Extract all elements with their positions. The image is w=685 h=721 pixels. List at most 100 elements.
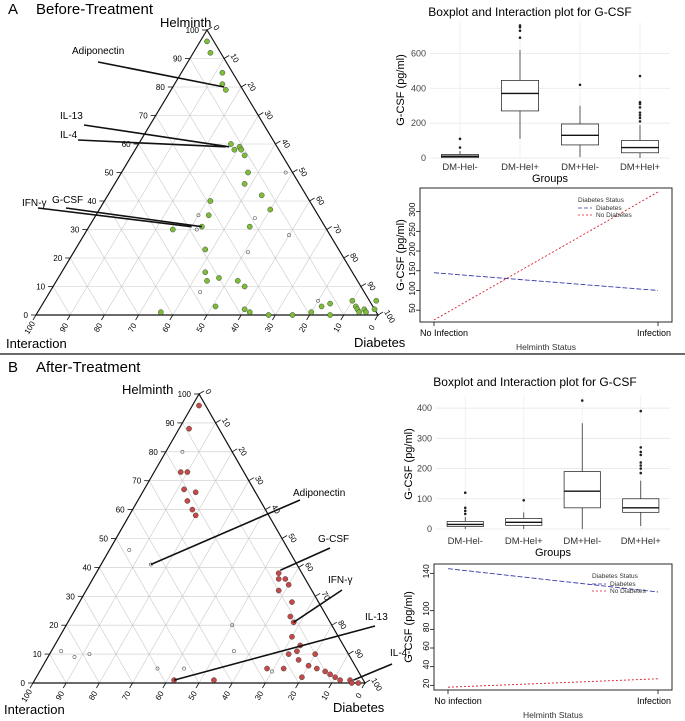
ternary-a-callout-line [65,207,202,228]
ternary-a-point [219,69,226,76]
ternary-plot-after: 0 0 0 10 10 10 20 20 20 30 30 30 40 40 40 50 50 50 60 60 60 7… [20,388,408,704]
ternary-plot-before: 0 0 0 10 10 10 20 20 20 30 30 30 40 40 40 50 50 50 60 60 60 7… [22,24,397,336]
ternary-b-point [184,498,191,504]
ternary-b-callout-line [150,499,301,566]
ternary-b-point-open [87,652,92,657]
ternary-a-grid-line [275,229,327,316]
ternary-a-tick-label-diabetes: 20 [245,81,258,94]
ternary-b-point [322,668,328,675]
boxplot-after: 0 100 200 300 400 DM-Hel- DM-Hel+ DM+Hel- DM+Hel… [403,396,670,559]
box-a-outlier [458,137,462,141]
ternary-a-tick-label-diabetes: 100 [382,309,397,326]
box-a-outlier [458,146,462,149]
box-b-ylabel: G-CSF (pg/ml) [403,428,415,500]
inter-b-ytick-label: 60 [421,641,431,651]
ternary-b-point-open [180,449,185,454]
inter-a-legend-label: Diabetes [596,205,622,212]
ternary-b-tick-label-helminth: 60 [116,506,125,515]
ternary-a-point [265,312,272,318]
ternary-b-tick-diabetes [314,592,321,597]
ternary-a-tick-interaction [272,314,276,321]
box-b-xtick-label: DM-Hel+ [505,536,543,547]
ternary-b-tick-diabetes [265,506,271,510]
ternary-a-tick-interaction [306,314,310,321]
ternary-a-cytokine-label: G-CSF [52,195,83,206]
ternary-b-tick-interaction [96,682,100,689]
ternary-a-grid-line [104,200,174,316]
ternary-b-tick-diabetes [298,564,304,568]
ternary-b-tick-label-interaction: 30 [253,689,266,702]
ternary-b-point [275,576,282,582]
ternary-b-callout-line [173,625,376,681]
ternary-b-point-open [230,623,235,628]
ternary-b-point-open [72,655,77,659]
box-a-xtick-label: DM-Hel+ [501,162,539,173]
inter-b-ytick-label: 80 [421,622,431,632]
ternary-a-grid-line [240,200,310,316]
inter-b-frame [433,563,673,691]
box-a-outlier [578,83,582,87]
ternary-b-tick-label-interaction: 90 [54,689,67,702]
ternary-a-tick-label-interaction: 80 [92,321,105,334]
box-b-xtick-label: DM-Hel- [448,536,483,547]
box-a-xlabel: Groups [532,173,569,185]
box-b-outlier [639,471,643,475]
ternary-b-apex-interaction: Interaction [4,702,65,717]
ternary-a-point [246,223,253,230]
ternary-a-point [363,309,369,315]
ternary-b-point [327,671,333,678]
ternary-a-tick-label-diabetes: 70 [331,223,344,236]
ternary-b-tick-interaction [328,682,333,689]
box-b-xtick-label: DM+Hel- [563,536,601,547]
ternary-b-tick-label-interaction: 20 [286,689,299,702]
ternary-b-tick-label-diabetes: 80 [336,619,349,632]
box-a-box [621,140,660,154]
box-a-outlier [518,24,522,27]
ternary-b-grid-line [49,653,67,684]
ternary-a-point-open [194,227,199,232]
ternary-a-point [205,212,212,219]
ternary-a-tick-label-helminth: 100 [186,26,200,35]
ternary-b-point [294,648,300,655]
ternary-a-tick-label-helminth: 80 [156,83,165,92]
ternary-a-tick-interaction [374,314,379,321]
ternary-b-callout-line [293,589,343,623]
ternary-a-tick-label-interaction: 20 [297,321,310,334]
ternary-b-tick-label-helminth: 30 [66,592,75,601]
ternary-b-point [299,674,305,681]
ternary-b-tick-diabetes [331,621,338,626]
ternary-a-tick-interaction [32,314,37,321]
ternary-b-point [305,662,312,669]
ternary-b-point [312,651,319,657]
box-b-outlier [580,399,584,402]
ternary-a-point [308,309,315,315]
box-a-outlier [638,100,642,104]
ternary-a-tick-diabetes [377,311,384,316]
box-b-xtick-label: DM+Hel+ [621,536,662,547]
box-b-outlier [522,498,526,502]
ternary-b-point [289,599,295,605]
ternary-b-point [181,486,187,493]
ternary-a-point [241,283,248,290]
inter-a-xtick-label: Infection [637,328,671,338]
ternary-a-apex-helminth: Helminth [160,15,211,30]
ternary-a-tick-diabetes [326,226,332,230]
ternary-a-point-open [252,216,257,221]
ternary-a-cytokine-label: IFN-γ [22,198,46,209]
ternary-a-point [169,226,176,233]
ternary-a-tick-label-helminth: 40 [87,197,96,206]
ternary-b-callout-line [353,663,393,681]
box-a-ytick-label: 600 [411,48,426,58]
ternary-a-tick-label-helminth: 20 [53,254,62,263]
ternary-b-point [192,512,199,519]
box-b-xlabel: Groups [535,547,572,559]
box-a-outlier [638,106,642,109]
ternary-a-point [228,141,234,147]
ternary-b-grid-line [132,480,250,684]
ternary-b-point [289,633,295,640]
ternary-a-tick-label-helminth: 10 [36,283,45,292]
box-a-ytick-label: 200 [411,118,426,128]
box-a-outlier [638,116,642,120]
panel-a-title: Before-Treatment [36,1,154,18]
ternary-b-tick-interaction [62,682,67,689]
